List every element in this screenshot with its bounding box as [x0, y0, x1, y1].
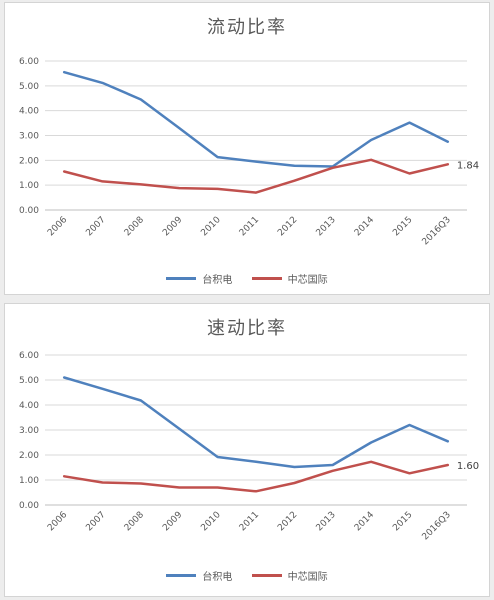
y-tick-label: 6.00 — [19, 351, 39, 361]
series-line — [62, 376, 450, 469]
y-tick-label: 3.00 — [19, 132, 39, 142]
series-line — [62, 158, 450, 194]
legend-item-series-2: 中芯国际 — [251, 568, 328, 583]
x-tick-label: 2010 — [199, 510, 222, 533]
x-tick-label: 2008 — [123, 215, 146, 238]
data-label: 1.84 — [457, 160, 479, 171]
y-tick-label: 5.00 — [19, 82, 39, 92]
x-tick-label: 2006 — [46, 215, 69, 238]
legend-swatch — [251, 574, 282, 577]
x-tick-label: 2006 — [46, 510, 69, 533]
x-tick-label: 2010 — [199, 215, 222, 238]
legend-item-series-1: 台积电 — [166, 568, 232, 583]
x-tick-label: 2014 — [353, 215, 376, 238]
quick-ratio-chart: 速动比率 0.00 1.00 2.00 3.00 4.00 5.00 6.00 2006 200… — [4, 303, 490, 597]
legend-item-series-1: 台积电 — [166, 271, 232, 286]
x-tick-label: 2012 — [276, 510, 299, 533]
chart-plot-area: 0.00 1.00 2.00 3.00 4.00 5.00 6.00 2006 2007 2008… — [19, 351, 479, 542]
series-line — [62, 70, 450, 168]
x-tick-label: 2013 — [315, 215, 338, 238]
chart-plot-area: 0.00 1.00 2.00 3.00 4.00 5.00 6.00 2006 2007 2008… — [19, 57, 479, 247]
data-label: 1.60 — [457, 461, 479, 472]
x-tick-label: 2009 — [161, 510, 184, 533]
y-tick-label: 5.00 — [19, 376, 39, 386]
legend-label: 台积电 — [202, 572, 233, 583]
legend-label: 台积电 — [202, 275, 233, 286]
x-tick-label: 2015 — [391, 215, 414, 238]
legend-label: 中芯国际 — [287, 572, 328, 583]
y-tick-label: 2.00 — [19, 156, 39, 166]
x-tick-label: 2007 — [84, 510, 107, 533]
y-tick-label: 0.00 — [19, 206, 39, 216]
x-tick-label: 2016Q3 — [421, 215, 453, 247]
legend-label: 中芯国际 — [287, 275, 328, 286]
y-tick-label: 4.00 — [19, 107, 39, 117]
chart-title: 速动比率 — [207, 318, 287, 339]
x-tick-label: 2013 — [315, 510, 338, 533]
chart-legend: 台积电 中芯国际 — [5, 568, 489, 583]
chart-title: 流动比率 — [207, 17, 287, 38]
x-tick-label: 2015 — [391, 510, 414, 533]
x-tick-label: 2011 — [238, 215, 261, 238]
series-line — [62, 460, 450, 493]
y-tick-label: 2.00 — [19, 451, 39, 461]
x-tick-label: 2009 — [161, 215, 184, 238]
legend-swatch — [251, 277, 282, 280]
y-tick-label: 3.00 — [19, 426, 39, 436]
x-tick-label: 2007 — [84, 215, 107, 238]
y-tick-label: 1.00 — [19, 181, 39, 191]
x-tick-label: 2008 — [123, 510, 146, 533]
x-tick-label: 2011 — [238, 510, 261, 533]
y-tick-label: 1.00 — [19, 476, 39, 486]
current-ratio-chart: 流动比率 0.00 1.00 2.00 3.00 4.00 5.00 6.00 2006 200… — [4, 2, 490, 295]
x-tick-label: 2016Q3 — [421, 510, 453, 542]
y-tick-label: 4.00 — [19, 401, 39, 411]
x-tick-label: 2014 — [353, 510, 376, 533]
y-tick-label: 0.00 — [19, 501, 39, 511]
legend-swatch — [166, 277, 197, 280]
legend-swatch — [166, 574, 197, 577]
y-tick-label: 6.00 — [19, 57, 39, 67]
legend-item-series-2: 中芯国际 — [251, 271, 328, 286]
chart-legend: 台积电 中芯国际 — [5, 271, 489, 286]
x-tick-label: 2012 — [276, 215, 299, 238]
